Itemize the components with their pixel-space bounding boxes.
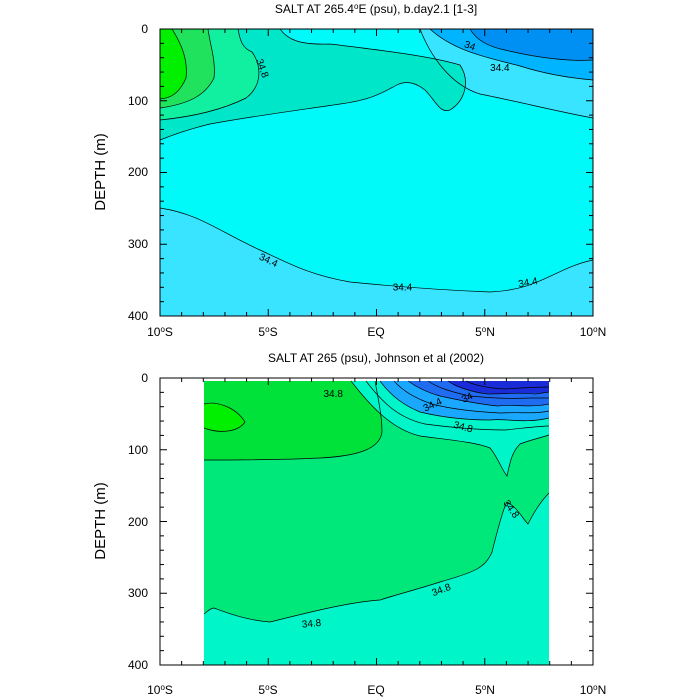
contour-line-35.2 [203,402,246,432]
panel-1-x-axis: 10oS 5oS EQ 5oN 10oN [147,325,606,340]
y-tick-label: 200 [128,515,148,529]
y-axis-label: DEPTH (m) [92,133,109,211]
x-tick-label: 5oS [258,325,277,340]
contour-line-33.8 [427,380,549,399]
region-above-35.2 [160,29,187,99]
contour-line-34.4-deep [160,207,593,293]
panel-2-title: SALT AT 265 (psu), Johnson et al (2002) [268,351,484,365]
x-tick-label: EQ [367,683,384,697]
panel-1-y-minor-ticks [160,28,593,317]
y-axis-label: DEPTH (m) [92,482,109,560]
x-tick-label: 5oN [475,325,495,340]
region-below-34.0 [470,29,593,61]
panel-1-contour-lines [160,29,593,293]
panel-2: SALT AT 265 (psu), Johnson et al (2002) [92,351,606,697]
contour-label: 34.4 [393,283,413,294]
x-tick-label: 10oS [147,325,173,340]
y-tick-label: 300 [128,586,148,600]
contour-line-34.8 [160,29,260,121]
panel-2-contour-lines [203,380,550,623]
contour-line-35.0 [203,380,383,461]
y-tick-label: 400 [128,309,148,323]
contour-label: 34.8 [452,420,474,436]
y-tick-label: 100 [128,443,148,457]
contour-line-34.6 [365,380,550,431]
contour-line-33.6 [447,380,550,395]
contour-line-35.0 [160,29,215,109]
x-tick-label: 10oS [147,683,173,698]
contour-line-34.4 [379,380,550,422]
panel-1-contour-fill [160,29,593,316]
contour-line-34.2 [393,380,550,414]
x-tick-label: 5oS [258,683,277,698]
panel-1-y-axis: 0 100 200 300 400 DEPTH (m) [92,22,148,323]
contour-line-34.8-shallow [350,380,550,477]
y-tick-label: 100 [128,94,148,108]
contour-line-35.2 [160,29,187,100]
contour-line-34.6 [160,29,466,141]
region-above-35.2 [204,403,245,432]
panel-2-contour-fill [204,381,549,665]
contour-line-34.2 [429,29,593,81]
y-tick-label: 400 [128,658,148,672]
panel-2-y-axis: 0 100 200 300 400 DEPTH (m) [92,371,148,672]
contour-label: 34 [462,39,477,53]
y-tick-label: 0 [141,371,148,385]
contour-line-33.4 [465,380,550,390]
y-tick-label: 0 [141,22,148,36]
contour-line-34.4-shallow [419,29,593,119]
x-tick-label: 10oN [580,325,606,340]
x-tick-label: 5oN [475,683,495,698]
y-tick-label: 200 [128,165,148,179]
panel-1: SALT AT 265.4oE (psu), b.day2.1 [1-3] 34… [92,2,606,340]
panel-1-title: SALT AT 265.4oE (psu), b.day2.1 [1-3] [275,2,477,17]
panel-2-x-axis: 10oS 5oS EQ 5oN 10oN [147,683,606,698]
contour-label: 34.8 [301,618,322,631]
x-tick-label: 10oN [580,683,606,698]
contour-label: 34.4 [490,63,510,74]
panel-2-x-minor-ticks [159,378,594,665]
region-35.0-35.2 [204,381,382,460]
panel-1-x-minor-ticks [159,29,594,316]
x-tick-label: EQ [367,325,384,339]
panel-2-y-minor-ticks [160,377,593,666]
contour-label: 34 [460,391,475,406]
contour-line-34.0 [407,380,550,407]
contour-line-34.0 [469,29,593,61]
contour-label: 34.4 [518,276,540,290]
contour-line-34.8-deep [203,492,550,623]
contour-label: 34.8 [323,389,343,400]
y-tick-label: 300 [128,237,148,251]
